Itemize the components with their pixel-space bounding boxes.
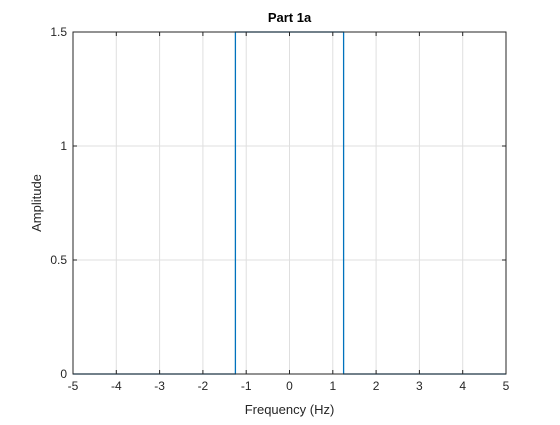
tick-labels: -5 -4 -3 -2 -1 0 1 2 3 4 5 0 0.5 1 1.5 — [50, 25, 509, 393]
y-tick-label: 0.5 — [50, 253, 67, 267]
x-tick-label: -2 — [198, 379, 209, 393]
chart-title: Part 1a — [268, 10, 312, 25]
y-tick-label: 0 — [60, 367, 67, 381]
y-tick-label: 1.5 — [50, 25, 67, 39]
x-tick-label: 5 — [503, 379, 510, 393]
x-axis-label: Frequency (Hz) — [245, 402, 335, 417]
y-tick-label: 1 — [60, 139, 67, 153]
x-tick-label: 4 — [459, 379, 466, 393]
x-tick-label: -1 — [241, 379, 252, 393]
grid — [73, 32, 506, 374]
x-tick-label: -4 — [111, 379, 122, 393]
x-tick-label: 0 — [286, 379, 293, 393]
x-tick-label: 2 — [373, 379, 380, 393]
x-tick-label: -5 — [68, 379, 79, 393]
y-axis-label: Amplitude — [29, 174, 44, 232]
x-tick-label: 1 — [329, 379, 336, 393]
x-tick-label: 3 — [416, 379, 423, 393]
x-tick-label: -3 — [154, 379, 165, 393]
